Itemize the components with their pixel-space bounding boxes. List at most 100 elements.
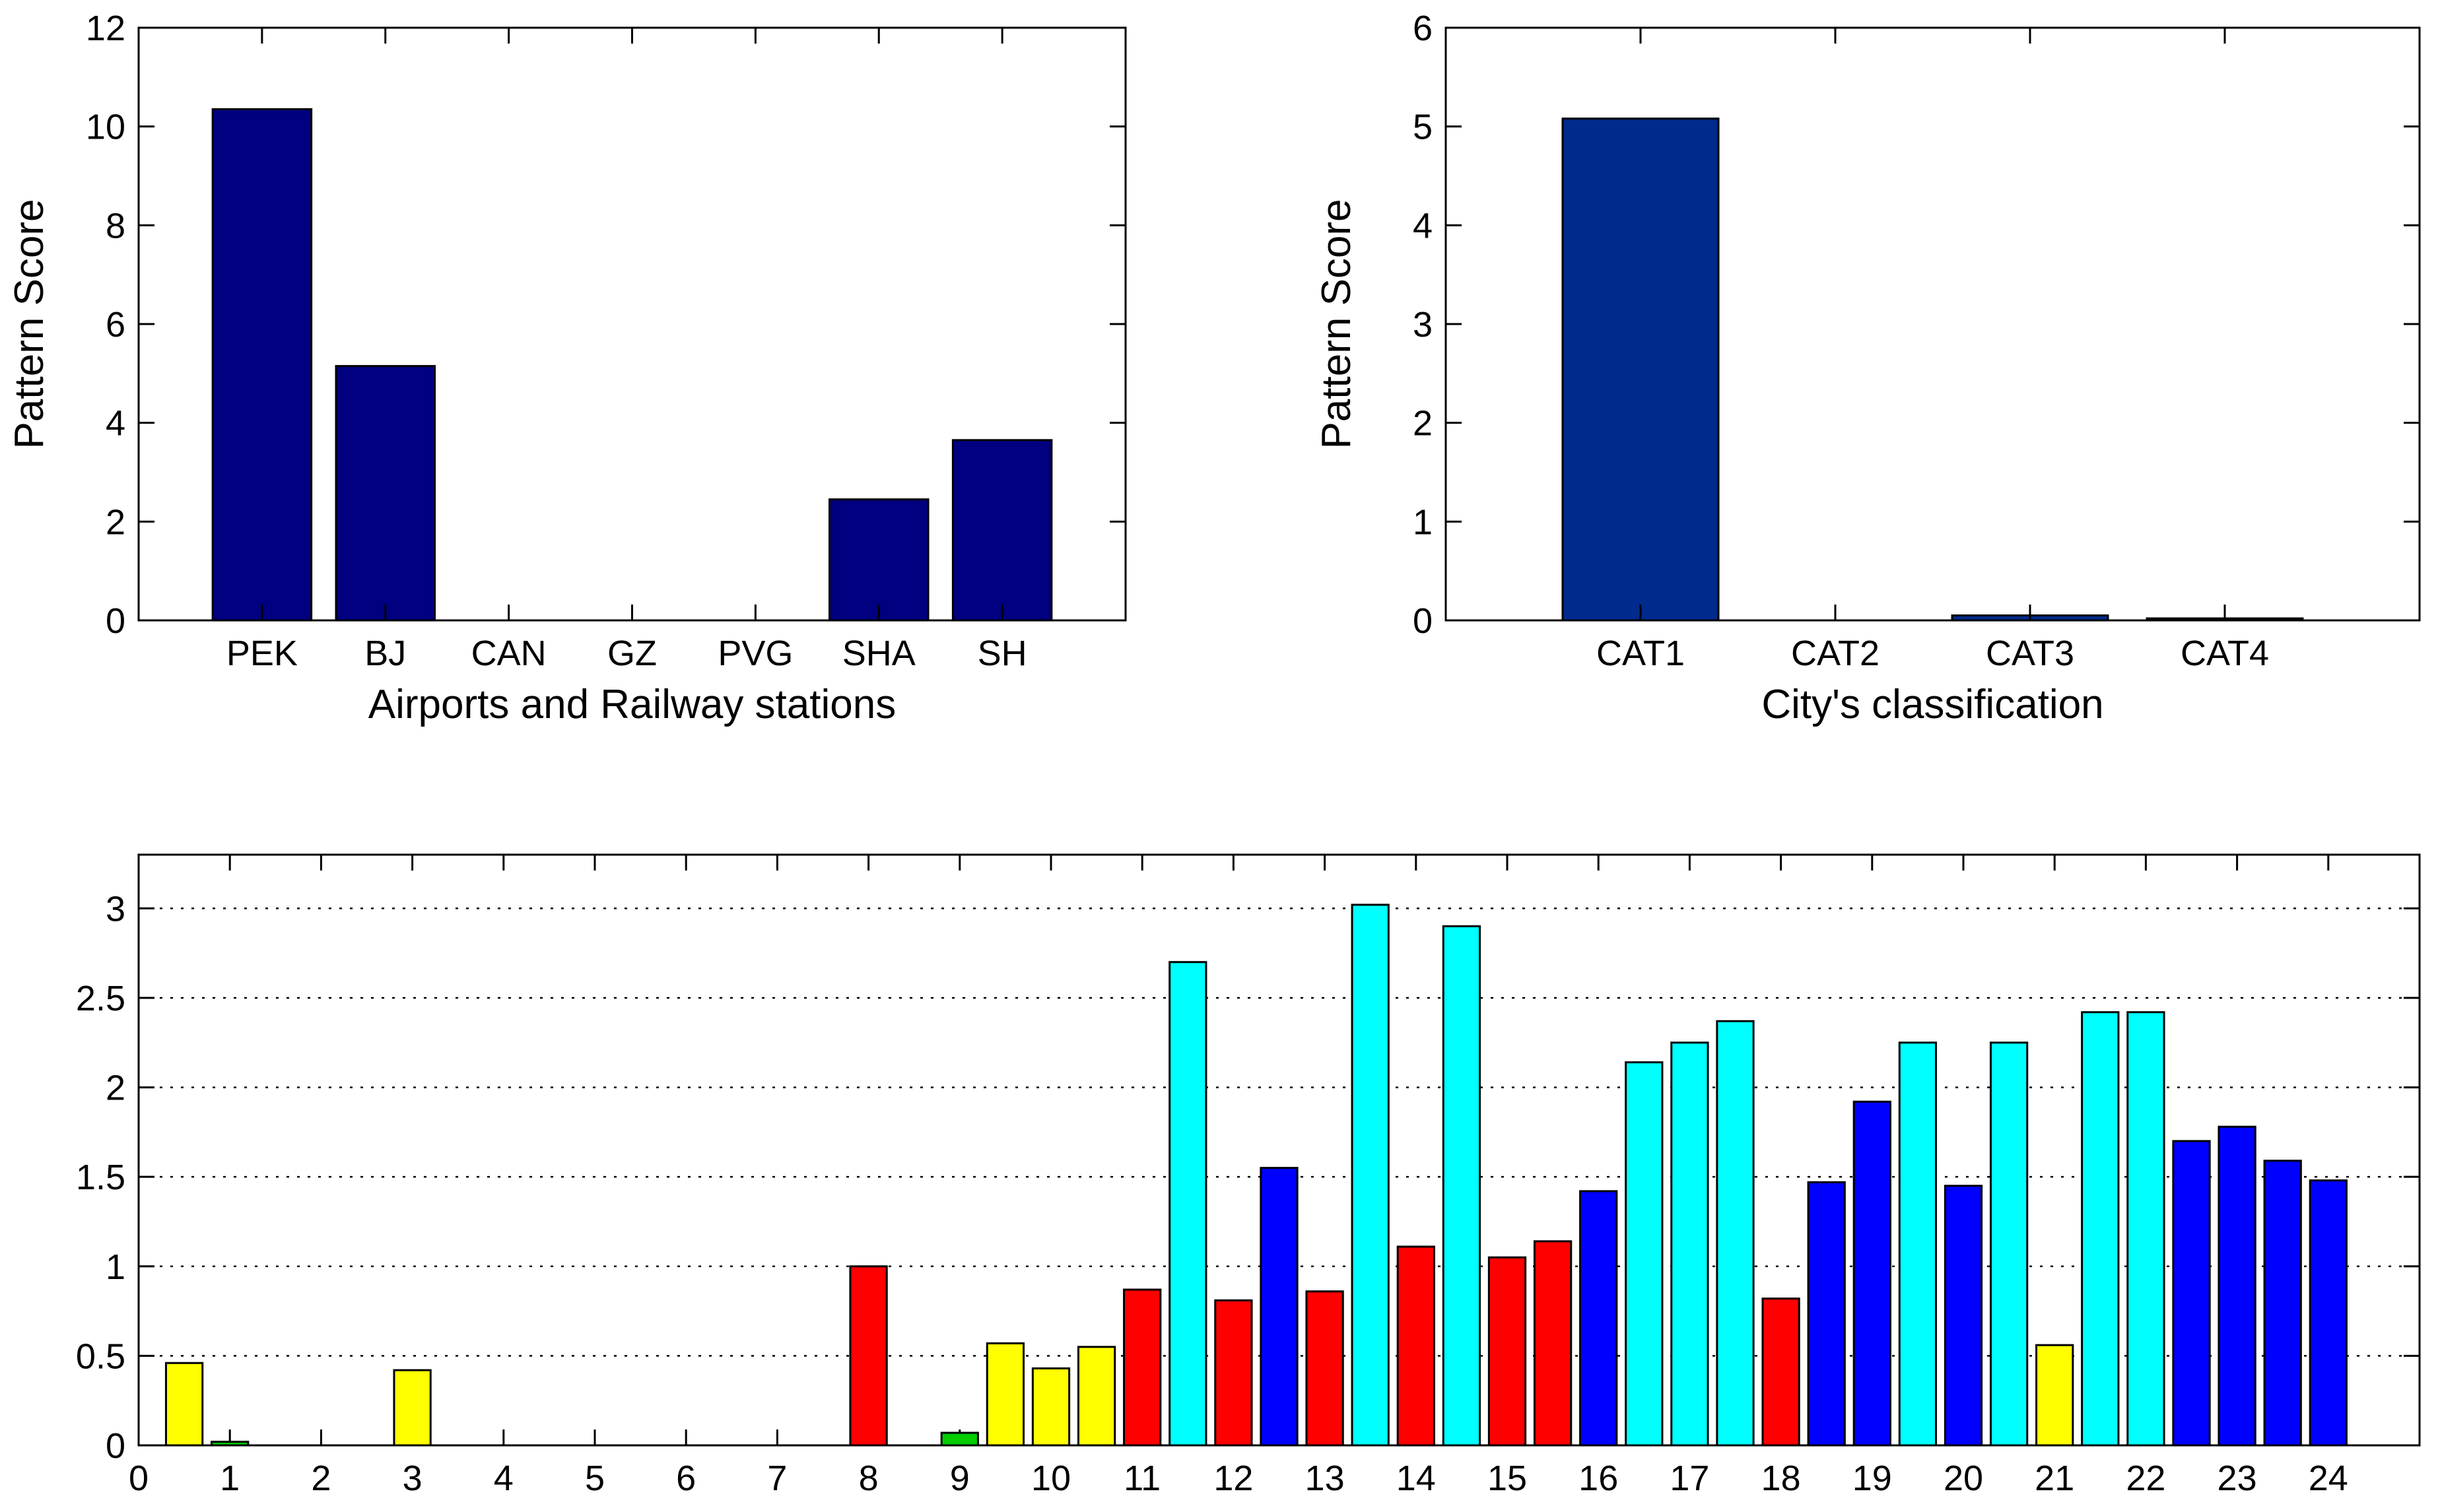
- score-by-index-chart: 00.511.522.530 1 2 3 4 5 6 7 8 9 10 11 12 13 14 15 16 17 1…: [76, 853, 2421, 1498]
- bar-cat1: [1561, 117, 1720, 622]
- x-tick-label: 13: [1305, 1459, 1345, 1498]
- bar-16: [1579, 1190, 1618, 1447]
- bar-0-5: [164, 1362, 204, 1447]
- bar-10: [1031, 1367, 1071, 1447]
- bar-11: [1123, 1288, 1162, 1447]
- y-tick-label: 2: [1413, 404, 1433, 444]
- x-tick-label: 8: [859, 1459, 879, 1498]
- bar-22-5: [2172, 1140, 2211, 1447]
- x-tick-label: CAT2: [1791, 634, 1880, 673]
- bar-9-5: [986, 1342, 1025, 1447]
- x-tick-label: 11: [1124, 1459, 1161, 1498]
- x-tick-label: 4: [494, 1459, 514, 1498]
- bar-18: [1761, 1298, 1800, 1447]
- bar-24: [2309, 1179, 2348, 1447]
- bar-15: [1487, 1256, 1527, 1447]
- bar-19: [1852, 1100, 1891, 1447]
- x-tick-label: 20: [1944, 1459, 1983, 1498]
- x-tick-label: SH: [978, 634, 1027, 673]
- bar-sha: [829, 498, 930, 622]
- bar-23: [2218, 1125, 2256, 1447]
- bar-bj: [335, 365, 436, 622]
- y-tick-label: 5: [1413, 108, 1433, 147]
- x-tick-label: BJ: [364, 634, 406, 673]
- x-tick-label: 22: [2126, 1459, 2165, 1498]
- y-tick-label: 1: [106, 1247, 125, 1287]
- bar-23-5: [2263, 1160, 2302, 1447]
- x-tick-label: 14: [1396, 1459, 1436, 1498]
- city-classification-chart: 0 1 2 3 4 5 6 Pattern Score CAT1 CAT2 CAT3 CAT4 City…: [1314, 9, 2421, 727]
- x-tick-label: 10: [1031, 1459, 1071, 1498]
- x-tick-label: 15: [1487, 1459, 1527, 1498]
- x-tick-label: 9: [950, 1459, 970, 1498]
- bar-18-5: [1807, 1181, 1846, 1447]
- y-tick-label: 1.5: [76, 1158, 125, 1197]
- bar-21-5: [2081, 1011, 2120, 1447]
- bar-13: [1305, 1290, 1344, 1447]
- bar-16-5: [1625, 1061, 1664, 1447]
- x-tick-label: 17: [1670, 1459, 1709, 1498]
- bar-20: [1944, 1185, 1983, 1447]
- x-tick-label: 12: [1213, 1459, 1253, 1498]
- bar-3: [393, 1369, 432, 1447]
- x-tick-label: SHA: [842, 634, 916, 673]
- y-axis-label: Pattern Score: [7, 199, 52, 449]
- x-tick-label: 0: [129, 1459, 149, 1498]
- x-tick-label: 21: [2035, 1459, 2074, 1498]
- bar-10-5: [1077, 1346, 1116, 1447]
- bar-17: [1670, 1041, 1709, 1447]
- y-tick-label: 0: [106, 601, 125, 641]
- y-tick-label: 2: [106, 1068, 125, 1108]
- y-tick-label: 0.5: [76, 1336, 125, 1376]
- y-tick-label: 3: [106, 889, 125, 929]
- x-tick-label: 6: [676, 1459, 696, 1498]
- y-tick-label: 4: [1413, 206, 1433, 246]
- y-tick-label: 6: [1413, 9, 1433, 48]
- airports-stations-chart: 0 2 4 6 8 10 12 Pattern Score PEK BJ CAN GZ PVG SHA SH…: [7, 9, 1127, 727]
- bar-22: [2126, 1011, 2165, 1447]
- bar-14-5: [1442, 925, 1481, 1447]
- x-tick-label: 23: [2218, 1459, 2257, 1498]
- bar-20-5: [1989, 1041, 2029, 1447]
- x-tick-label: 19: [1852, 1459, 1892, 1498]
- axes-frame: [1444, 26, 2421, 622]
- y-tick-label: 12: [86, 9, 125, 48]
- bar-9: [940, 1431, 979, 1447]
- y-tick-label: 4: [106, 404, 125, 444]
- y-tick-label: 10: [86, 108, 125, 147]
- bar-8: [849, 1265, 888, 1447]
- x-tick-label: 7: [767, 1459, 787, 1498]
- y-tick-label: 2: [106, 502, 125, 542]
- x-tick-label: CAT4: [2181, 634, 2269, 673]
- bar-12: [1214, 1299, 1253, 1447]
- y-tick-label: 3: [1413, 305, 1433, 345]
- axes-frame: [137, 26, 1127, 622]
- x-tick-label: 1: [220, 1459, 240, 1498]
- y-tick-label: 0: [106, 1426, 125, 1466]
- x-tick-label: 24: [2309, 1459, 2348, 1498]
- x-tick-label: 3: [403, 1459, 423, 1498]
- y-tick-label: 6: [106, 305, 125, 345]
- bar-pek: [211, 108, 313, 622]
- x-tick-label: PEK: [226, 634, 298, 673]
- bar-17-5: [1716, 1020, 1755, 1447]
- x-tick-label: CAT1: [1596, 634, 1685, 673]
- x-axis-label: City's classification: [1761, 682, 2103, 727]
- bar-13-5: [1351, 904, 1390, 1447]
- bar-12-5: [1260, 1167, 1299, 1447]
- bar-15-5: [1533, 1240, 1573, 1447]
- x-tick-label: PVG: [718, 634, 793, 673]
- y-axis-label: Pattern Score: [1314, 199, 1359, 449]
- bar-14: [1396, 1245, 1435, 1447]
- y-tick-label: 8: [106, 206, 125, 246]
- bar-19-5: [1898, 1041, 1938, 1447]
- y-tick-label: 0: [1413, 601, 1433, 641]
- y-tick-label: 2.5: [76, 979, 125, 1018]
- bar-11-5: [1169, 961, 1207, 1447]
- x-tick-label: GZ: [607, 634, 657, 673]
- x-tick-label: CAN: [471, 634, 547, 673]
- x-tick-label: CAT3: [1986, 634, 2074, 673]
- x-tick-label: 5: [585, 1459, 605, 1498]
- x-tick-label: 2: [311, 1459, 331, 1498]
